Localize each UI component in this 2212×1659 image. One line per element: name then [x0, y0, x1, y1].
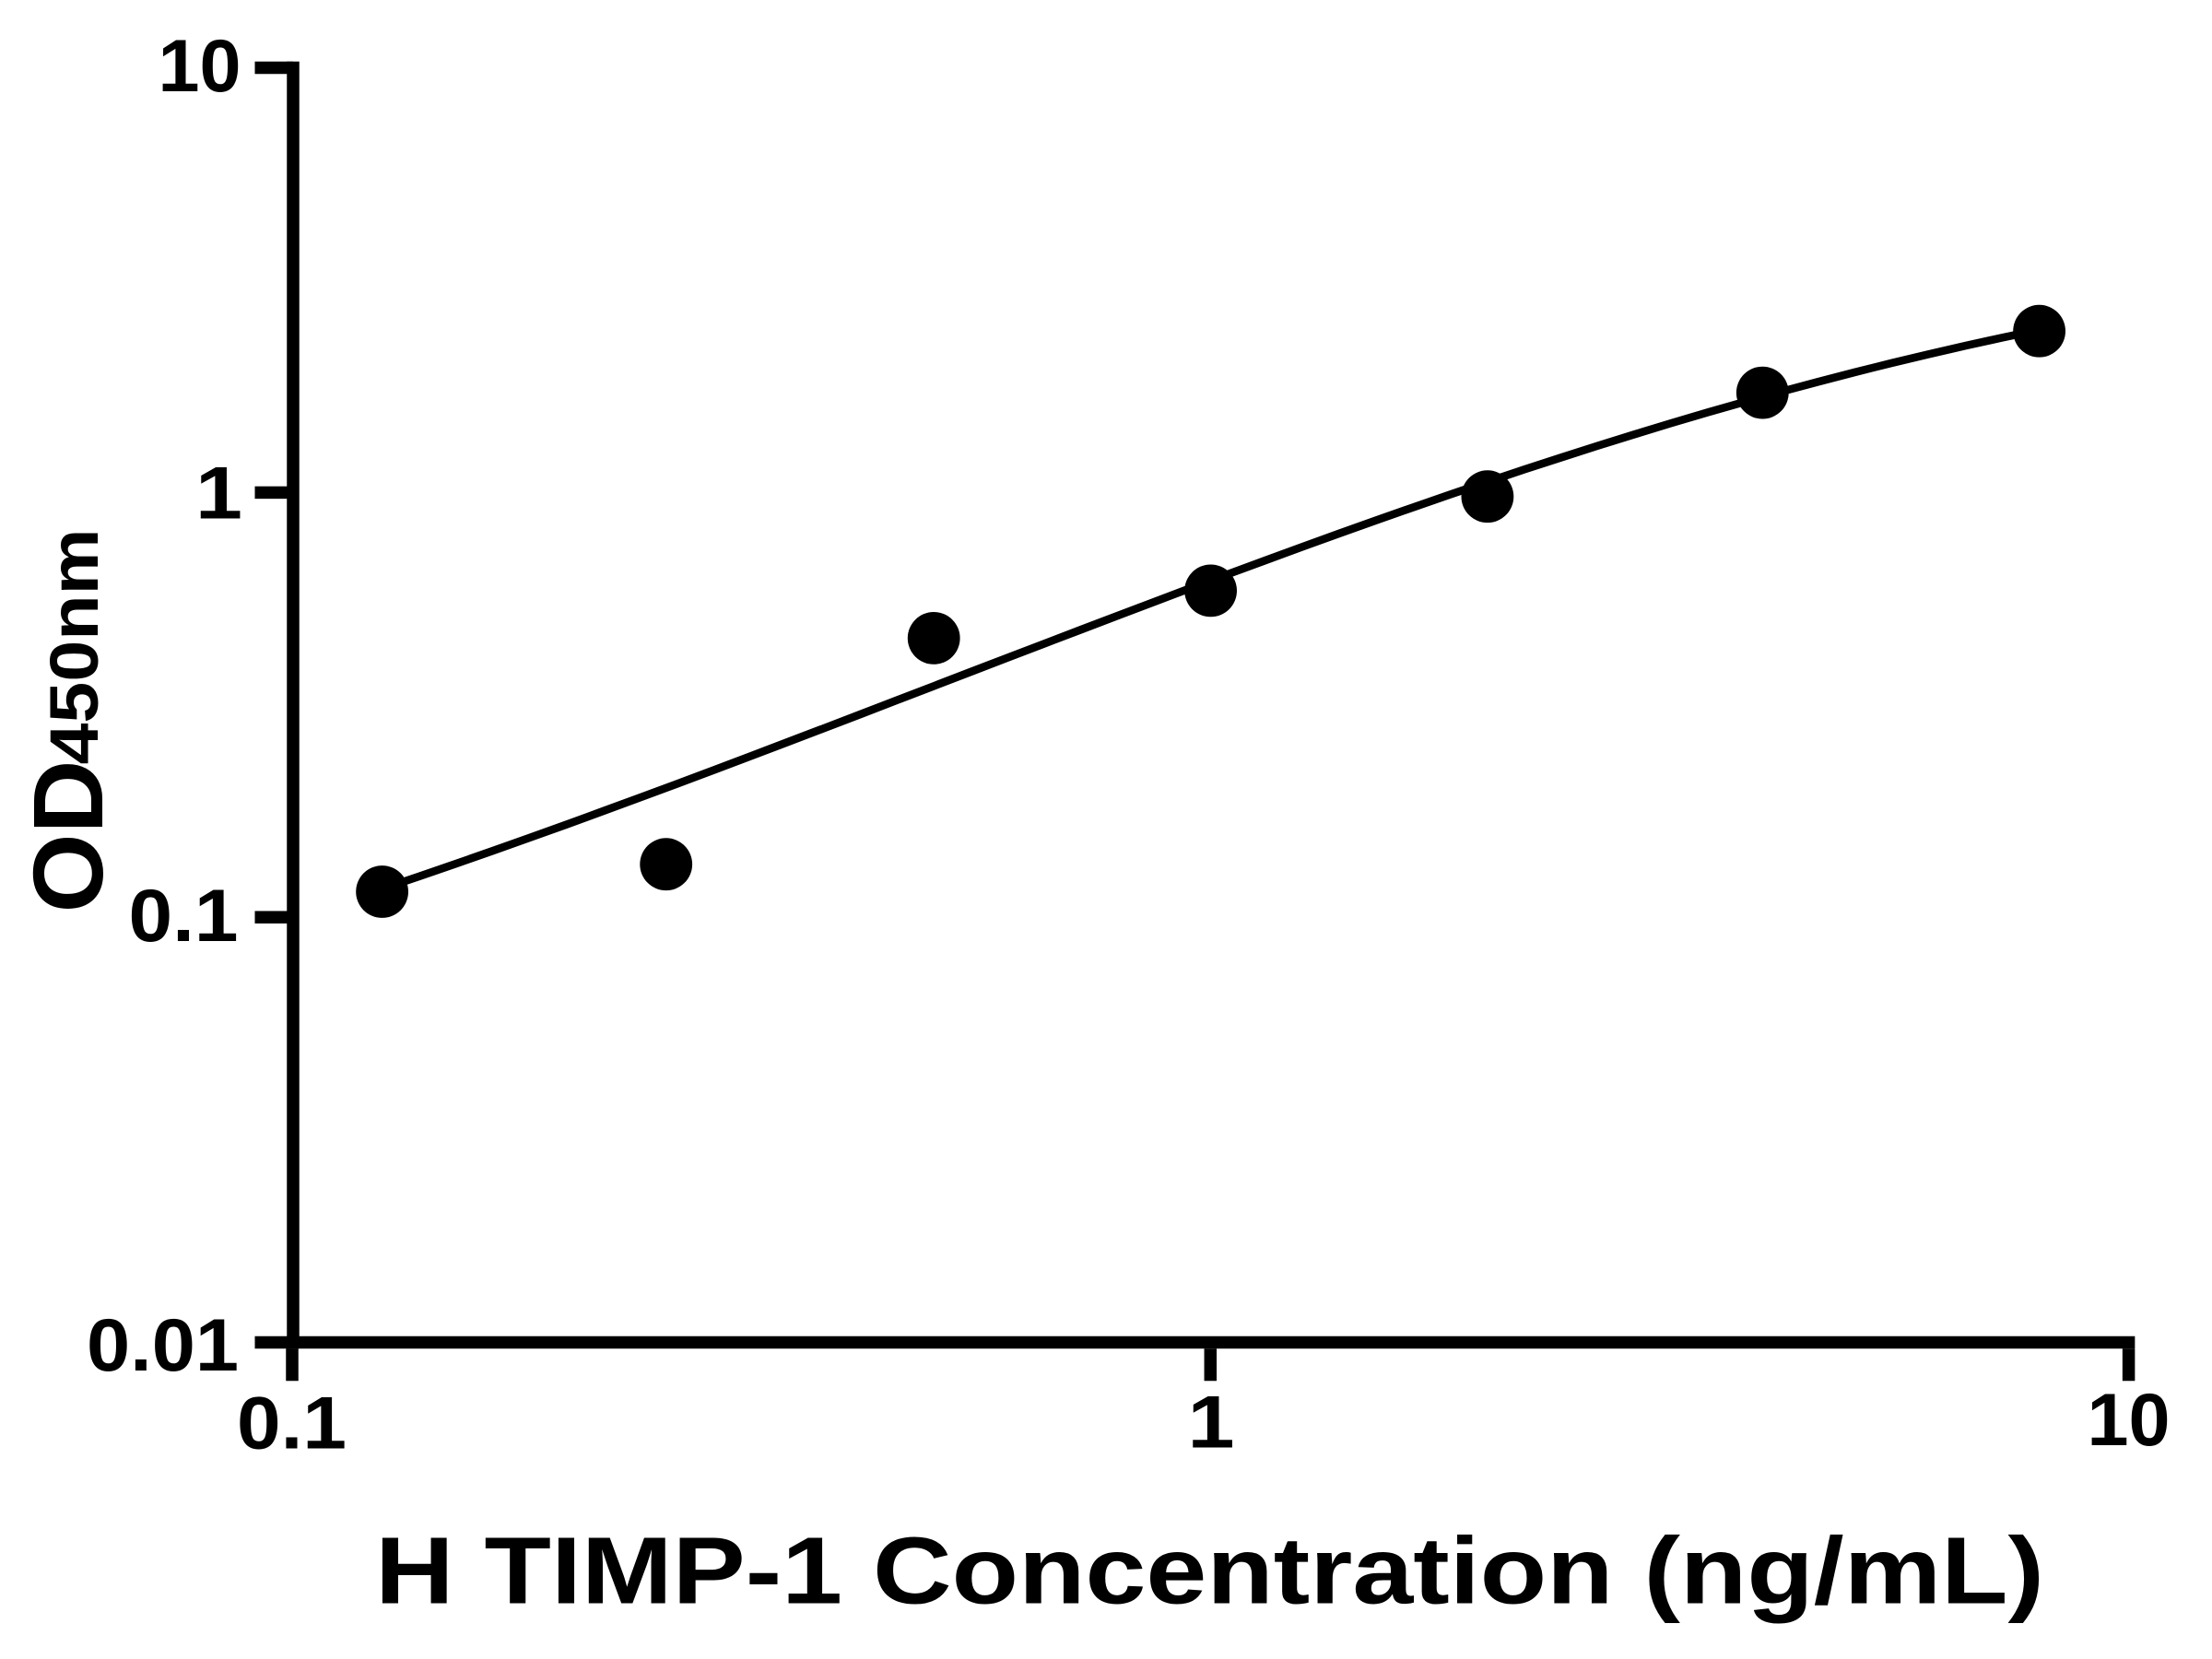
- svg-text:OD: OD: [12, 760, 124, 913]
- svg-text:0.01: 0.01: [87, 1304, 239, 1387]
- svg-text:10: 10: [159, 25, 241, 108]
- svg-text:1: 1: [1188, 1382, 1235, 1465]
- svg-text:1: 1: [195, 453, 242, 535]
- svg-text:10: 10: [2088, 1379, 2171, 1462]
- svg-text:0.1: 0.1: [237, 1382, 347, 1465]
- svg-text:H TIMP-1 Concentration (ng/mL): H TIMP-1 Concentration (ng/mL): [375, 1517, 2044, 1623]
- svg-text:0.1: 0.1: [129, 875, 239, 958]
- svg-text:450nm: 450nm: [36, 529, 112, 765]
